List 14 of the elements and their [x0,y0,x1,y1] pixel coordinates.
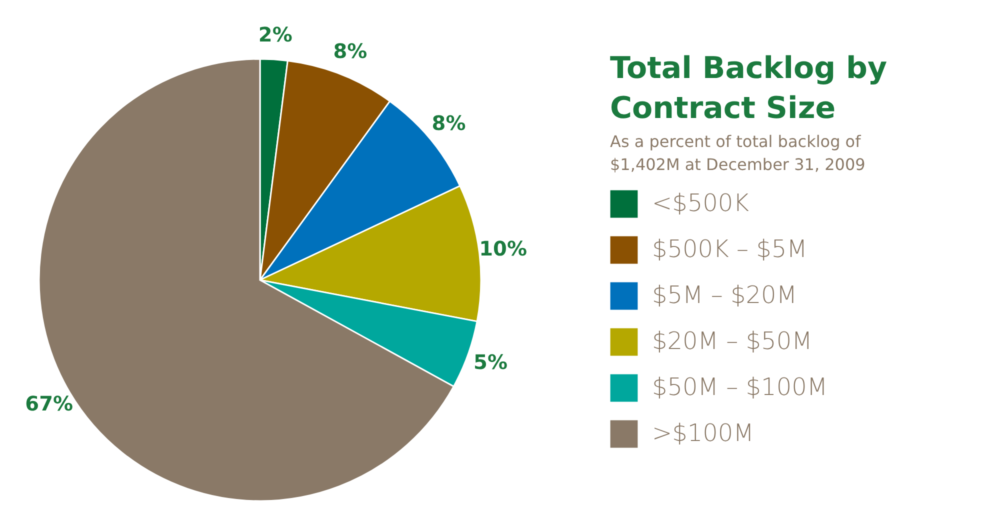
legend-label: $20M – $50M [652,327,812,355]
data-label: 5% [474,350,508,374]
legend-label: $5M – $20M [652,281,798,309]
legend-label: $50M – $100M [652,373,828,401]
text: As a percent of total backlog of $1,402M at December 31, 2009 [610,132,866,174]
legend-label: <$500K [652,189,750,217]
data-label: 8% [432,110,466,135]
data-label: 2% [258,22,292,46]
data-label: 10% [479,236,528,260]
data-label: 67% [25,392,74,416]
legend-label: >$100M [652,419,754,447]
text: Total Backlog by Contract Size [610,51,888,126]
legend-label: $500K – $5M [652,235,808,263]
data-label: 8% [333,39,368,64]
